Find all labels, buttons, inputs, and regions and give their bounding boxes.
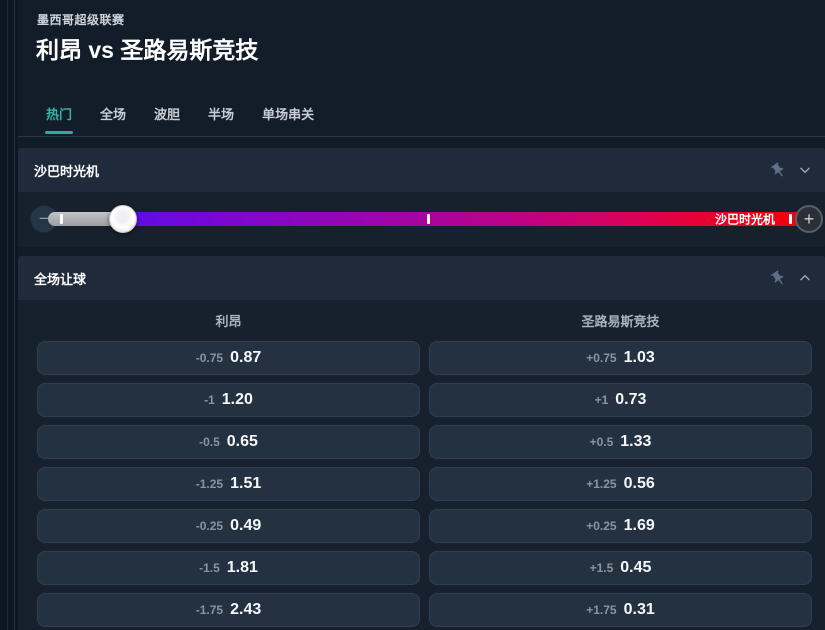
odds-button-home[interactable]: -0.75 0.87 [37, 341, 420, 375]
card-title: 全场让球 [34, 271, 87, 287]
pin-icon[interactable] [770, 162, 787, 179]
odds-value: 0.65 [226, 433, 258, 450]
handicap-line: +1.5 [589, 561, 614, 575]
home-team-label: 利昂 [215, 314, 242, 329]
slider-handle[interactable] [109, 205, 137, 233]
odds-button-away[interactable]: +0.25 1.69 [429, 509, 812, 543]
pin-icon[interactable] [770, 270, 787, 287]
odds-value: 0.45 [620, 559, 652, 576]
slider-track-future[interactable] [123, 212, 800, 226]
slider-track-label: 沙巴时光机 [714, 212, 775, 227]
odds-button-away[interactable]: +1 0.73 [429, 383, 812, 417]
odds-value: 1.51 [230, 475, 262, 492]
odds-button-away[interactable]: +0.75 1.03 [429, 341, 812, 375]
slider-increase-button[interactable]: + [795, 205, 823, 233]
card-actions [770, 270, 812, 287]
slider-tick [60, 214, 63, 224]
tab-correct-score[interactable]: 波胆 [153, 104, 181, 134]
handicap-line: -1.25 [195, 477, 224, 491]
handicap-line: -0.25 [195, 519, 224, 533]
tab-full-time[interactable]: 全场 [99, 104, 127, 134]
handicap-line: +1.25 [586, 477, 617, 491]
market-tabs: 热门 全场 波胆 半场 单场串关 [45, 104, 315, 134]
slider-tick [427, 214, 430, 224]
match-header: 墨西哥超级联赛 利昂 vs 圣路易斯竞技 热门 全场 波胆 半场 单场串关 [18, 0, 825, 137]
handicap-row: -0.75 0.87 +0.75 1.03 [37, 341, 812, 375]
gutter-divider [14, 0, 15, 630]
odds-value: 1.69 [623, 517, 655, 534]
odds-value: 2.43 [230, 601, 262, 618]
odds-button-home[interactable]: -0.5 0.65 [37, 425, 420, 459]
handicap-rows: -0.75 0.87 +0.75 1.03 -1 1.20 +1 0.73 -0… [18, 341, 825, 627]
odds-value: 1.03 [623, 349, 655, 366]
time-machine-slider: − 沙巴时光机 + [18, 192, 825, 247]
slider-track-past[interactable] [48, 212, 123, 226]
handicap-line: -1 [204, 393, 215, 407]
handicap-line: +0.75 [586, 351, 617, 365]
tab-single-parlay[interactable]: 单场串关 [261, 104, 315, 134]
card-title: 沙巴时光机 [34, 163, 100, 179]
card-actions [770, 162, 812, 179]
odds-button-home[interactable]: -0.25 0.49 [37, 509, 420, 543]
handicap-card-header[interactable]: 全场让球 [18, 256, 825, 300]
league-name: 墨西哥超级联赛 [37, 13, 125, 27]
odds-value: 1.20 [221, 391, 253, 408]
handicap-line: -1.5 [199, 561, 220, 575]
odds-value: 0.56 [623, 475, 655, 492]
handicap-line: +0.5 [589, 435, 614, 449]
handicap-row: -1.25 1.51 +1.25 0.56 [37, 467, 812, 501]
handicap-line: -0.5 [199, 435, 220, 449]
handicap-row: -1.75 2.43 +1.75 0.31 [37, 593, 812, 627]
handicap-line: +1.75 [586, 603, 617, 617]
tab-half-time[interactable]: 半场 [207, 104, 235, 134]
handicap-line: +0.25 [586, 519, 617, 533]
odds-button-away[interactable]: +1.5 0.45 [429, 551, 812, 585]
away-team-label: 圣路易斯竞技 [581, 314, 660, 329]
handicap-row: -0.25 0.49 +0.25 1.69 [37, 509, 812, 543]
team-column-headers: 利昂 圣路易斯竞技 [18, 300, 825, 341]
odds-value: 1.33 [620, 433, 652, 450]
tab-hot[interactable]: 热门 [45, 104, 74, 134]
handicap-row: -1.5 1.81 +1.5 0.45 [37, 551, 812, 585]
handicap-line: -0.75 [195, 351, 224, 365]
odds-button-home[interactable]: -1.25 1.51 [37, 467, 420, 501]
handicap-row: -0.5 0.65 +0.5 1.33 [37, 425, 812, 459]
slider-tick [789, 214, 792, 224]
odds-button-away[interactable]: +1.25 0.56 [429, 467, 812, 501]
odds-value: 0.87 [230, 349, 262, 366]
time-machine-card-header[interactable]: 沙巴时光机 [18, 148, 825, 192]
handicap-card: 全场让球 利昂 圣路易斯竞技 -0.75 0.87 +0.75 [18, 256, 825, 630]
time-machine-card: 沙巴时光机 − 沙巴时光机 + [18, 148, 825, 247]
handicap-row: -1 1.20 +1 0.73 [37, 383, 812, 417]
odds-button-away[interactable]: +1.75 0.31 [429, 593, 812, 627]
left-gutter [0, 0, 18, 630]
handicap-line: +1 [594, 393, 609, 407]
chevron-up-icon[interactable] [798, 271, 812, 285]
gutter-divider [7, 0, 8, 630]
odds-button-away[interactable]: +0.5 1.33 [429, 425, 812, 459]
odds-value: 1.81 [226, 559, 258, 576]
odds-button-home[interactable]: -1 1.20 [37, 383, 420, 417]
odds-value: 0.31 [623, 601, 655, 618]
handicap-line: -1.75 [195, 603, 224, 617]
page-title: 利昂 vs 圣路易斯竞技 [36, 37, 259, 63]
odds-value: 0.49 [230, 517, 262, 534]
odds-button-home[interactable]: -1.75 2.43 [37, 593, 420, 627]
odds-button-home[interactable]: -1.5 1.81 [37, 551, 420, 585]
chevron-down-icon[interactable] [798, 163, 812, 177]
odds-value: 0.73 [615, 391, 647, 408]
